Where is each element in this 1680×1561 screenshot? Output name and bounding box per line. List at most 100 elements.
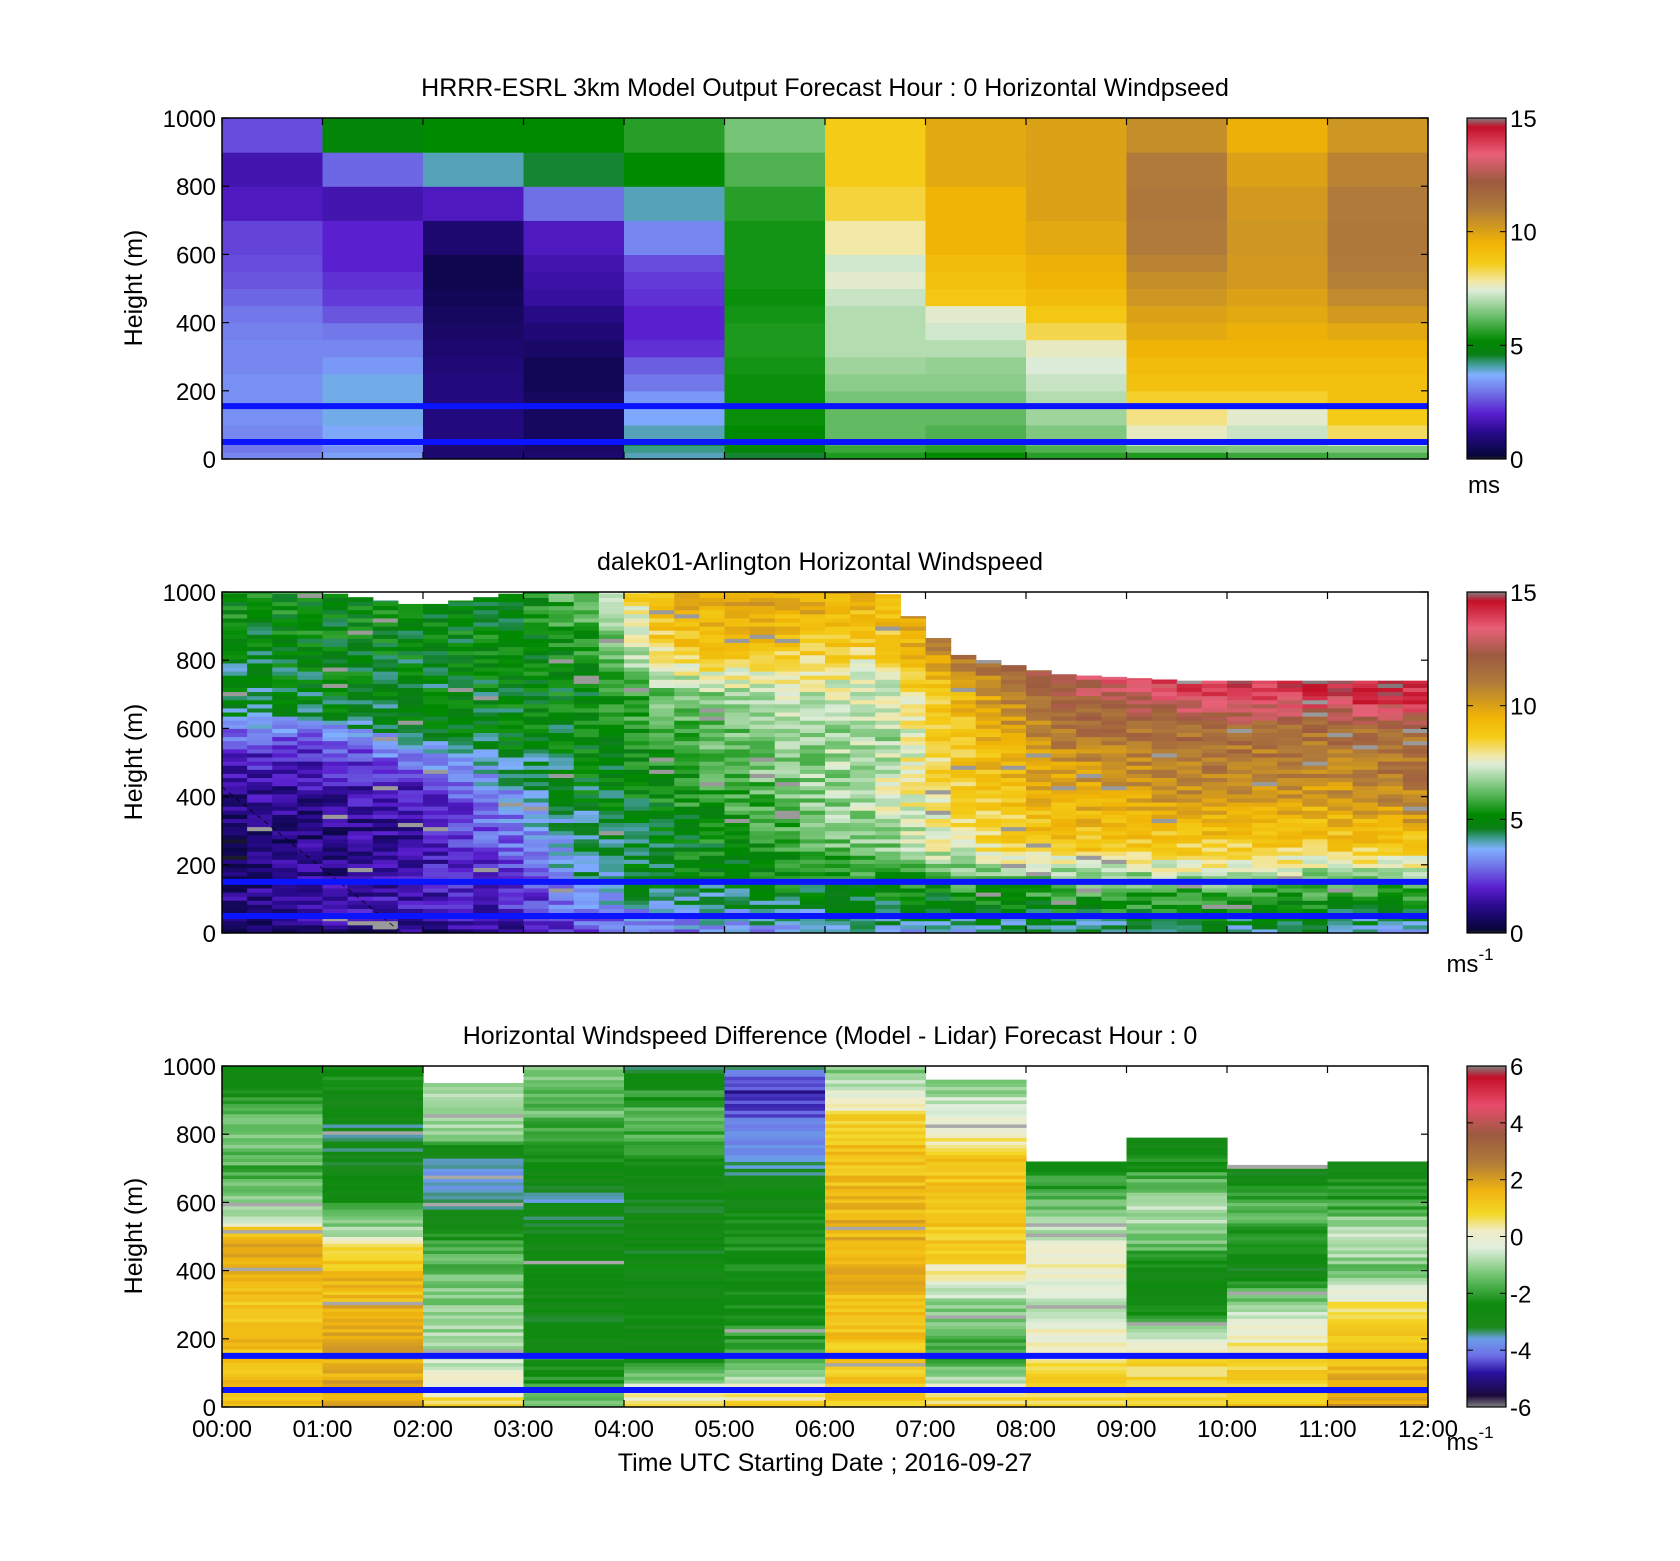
difference-cell	[322, 1123, 424, 1128]
lidar-cell	[573, 646, 600, 652]
lidar-cell	[875, 871, 901, 877]
lidar-cell	[297, 797, 324, 803]
lidar-cell	[975, 863, 1002, 869]
difference-cell	[1227, 1376, 1329, 1381]
difference-cell	[724, 1243, 826, 1248]
lidar-cell	[1327, 728, 1354, 733]
lidar-cell	[1176, 867, 1203, 873]
lidar-cell	[498, 818, 525, 824]
lidar-cell	[397, 822, 424, 828]
difference-cell	[825, 1253, 927, 1258]
lidar-cell	[322, 687, 349, 693]
lidar-cell	[1051, 920, 1077, 926]
lidar-cell	[448, 777, 474, 783]
lidar-cell	[925, 744, 952, 750]
lidar-cell	[1126, 859, 1153, 864]
lidar-cell	[799, 773, 826, 779]
lidar-cell	[850, 855, 876, 860]
lidar-cell	[372, 814, 399, 819]
lidar-cell	[372, 855, 399, 860]
lidar-cell	[875, 675, 901, 680]
difference-cell	[322, 1161, 424, 1166]
difference-cell	[1126, 1175, 1228, 1180]
lidar-cell	[423, 609, 449, 615]
lidar-cell	[1051, 928, 1077, 933]
lidar-cell	[674, 797, 700, 803]
lidar-cell	[498, 642, 525, 648]
difference-cell	[624, 1331, 726, 1336]
difference-cell	[1227, 1256, 1329, 1261]
lidar-cell	[699, 863, 726, 869]
model-cell	[825, 118, 927, 153]
model-cell	[1126, 373, 1228, 392]
difference-cell	[724, 1314, 826, 1319]
difference-cell	[423, 1188, 525, 1193]
panel-difference: Horizontal Windspeed Difference (Model -…	[120, 1022, 1531, 1477]
lidar-cell	[674, 859, 700, 864]
lidar-cell	[1176, 908, 1203, 914]
lidar-cell	[1176, 769, 1203, 774]
lidar-cell	[448, 797, 474, 803]
model-cell	[222, 373, 324, 392]
difference-cell	[925, 1274, 1027, 1278]
lidar-cell	[925, 724, 952, 729]
lidar-cell	[1227, 814, 1253, 819]
lidar-cell	[724, 892, 751, 897]
lidar-cell	[825, 646, 851, 652]
lidar-cell	[548, 793, 575, 799]
difference-cell	[523, 1185, 625, 1190]
lidar-cell	[247, 867, 273, 873]
lidar-cell	[347, 834, 374, 840]
difference-cell	[222, 1291, 324, 1295]
lidar-cell	[900, 667, 927, 672]
lidar-cell	[347, 892, 374, 897]
difference-cell	[724, 1151, 826, 1156]
lidar-cell	[272, 867, 298, 873]
lidar-cell	[624, 822, 650, 828]
lidar-cell	[624, 744, 650, 750]
difference-cell	[825, 1195, 927, 1200]
lidar-cell	[598, 830, 625, 836]
lidar-cell	[875, 752, 901, 758]
lidar-cell	[1026, 818, 1052, 824]
lidar-cell	[1327, 928, 1354, 933]
lidar-cell	[1026, 712, 1052, 717]
lidar-cell	[1302, 920, 1329, 926]
lidar-cell	[1377, 732, 1404, 738]
lidar-cell	[799, 806, 826, 811]
difference-cell	[423, 1154, 525, 1159]
difference-cell	[1126, 1345, 1228, 1350]
difference-cell	[1026, 1161, 1128, 1166]
difference-cell	[825, 1349, 927, 1353]
lidar-cell	[372, 859, 399, 864]
lidar-cell	[1277, 716, 1303, 721]
lidar-cell	[825, 667, 851, 672]
lidar-cell	[247, 904, 273, 909]
lidar-cell	[900, 740, 927, 746]
difference-cell	[423, 1168, 525, 1173]
lidar-cell	[799, 720, 826, 725]
lidar-cell	[222, 802, 248, 807]
lidar-cell	[423, 847, 449, 852]
lidar-cell	[724, 691, 751, 697]
difference-cell	[624, 1106, 726, 1111]
lidar-cell	[925, 887, 952, 893]
lidar-cell	[1352, 834, 1379, 840]
lidar-cell	[774, 675, 801, 680]
lidar-cell	[397, 671, 424, 676]
difference-cell	[724, 1120, 826, 1125]
difference-cell	[222, 1072, 324, 1077]
lidar-cell	[925, 667, 952, 672]
lidar-cell	[222, 744, 248, 750]
difference-cell	[624, 1243, 726, 1248]
lidar-cell	[875, 855, 901, 860]
lidar-cell	[975, 748, 1002, 754]
lidar-cell	[222, 814, 248, 819]
difference-cell	[1026, 1209, 1128, 1214]
lidar-cell	[1252, 744, 1278, 750]
lidar-cell	[448, 732, 474, 738]
lidar-cell	[548, 785, 575, 791]
lidar-cell	[573, 777, 600, 783]
lidar-cell	[1377, 842, 1404, 848]
lidar-cell	[1302, 707, 1329, 713]
